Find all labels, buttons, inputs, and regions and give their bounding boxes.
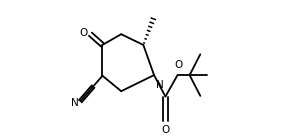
Text: O: O xyxy=(79,28,88,38)
Text: O: O xyxy=(161,125,170,135)
Text: N: N xyxy=(156,80,164,90)
Text: N: N xyxy=(71,98,78,108)
Text: O: O xyxy=(174,60,182,70)
